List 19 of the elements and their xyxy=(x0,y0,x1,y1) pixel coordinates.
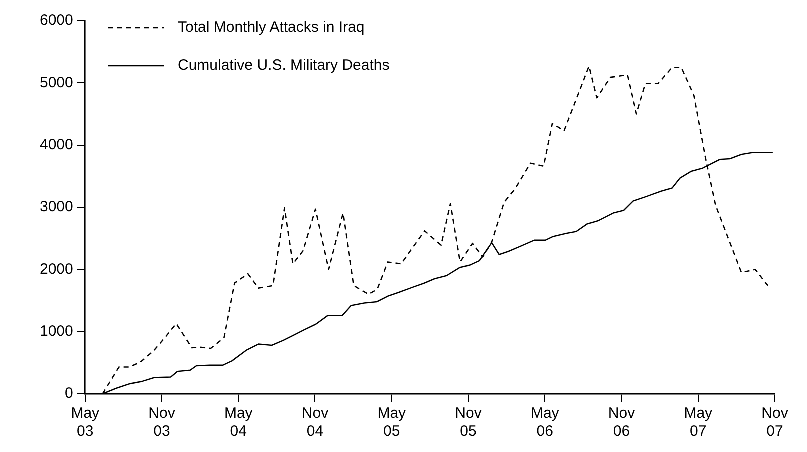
y-tick-label: 4000 xyxy=(40,136,74,154)
x-tick-label: Nov 06 xyxy=(608,405,636,440)
x-tick-label: May 04 xyxy=(224,405,254,440)
x-tick-label: Nov 05 xyxy=(455,405,482,440)
x-tick-label: May 07 xyxy=(684,405,714,440)
y-tick-label: 3000 xyxy=(40,198,74,216)
y-tick-label: 6000 xyxy=(40,12,74,30)
y-tick-label: 2000 xyxy=(40,260,74,278)
x-tick-label: Nov 04 xyxy=(302,405,330,440)
y-tick-label: 5000 xyxy=(40,74,74,92)
x-tick-label: Nov 07 xyxy=(762,405,789,440)
legend-label: Total Monthly Attacks in Iraq xyxy=(178,18,365,38)
x-tick-label: May 03 xyxy=(71,405,100,440)
y-tick-label: 1000 xyxy=(40,322,74,340)
x-tick-label: May 06 xyxy=(530,405,560,440)
legend-label: Cumulative U.S. Military Deaths xyxy=(178,56,390,76)
y-tick-label: 0 xyxy=(65,385,74,402)
x-tick-label: Nov 03 xyxy=(148,405,176,440)
x-tick-label: May 05 xyxy=(378,405,407,440)
